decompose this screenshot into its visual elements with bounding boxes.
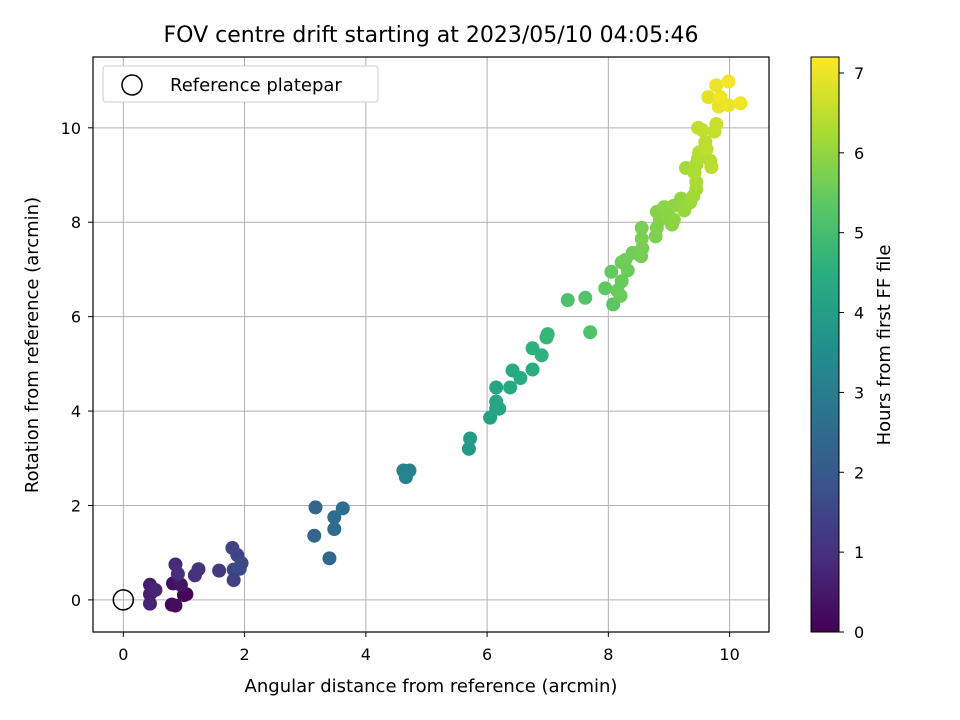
x-axis-ticks: 0 2 4 6 8 10: [118, 632, 740, 664]
x-tick-label: 4: [361, 645, 371, 664]
x-tick-label: 2: [239, 645, 249, 664]
data-point: [327, 510, 342, 525]
data-point: [327, 522, 342, 537]
colorbar-label: Hours from first FF file: [874, 245, 895, 446]
data-point: [614, 274, 629, 289]
data-point: [492, 401, 507, 416]
data-point: [699, 142, 714, 157]
data-point: [687, 165, 702, 180]
data-point: [604, 264, 619, 279]
data-point: [148, 582, 163, 597]
data-point: [173, 577, 188, 592]
data-point: [232, 561, 247, 576]
y-tick-label: 8: [71, 213, 81, 232]
data-point: [534, 348, 549, 363]
plot-frame: [92, 56, 770, 633]
data-point: [709, 117, 724, 132]
data-point: [613, 288, 628, 303]
colorbar-tick-label: 5: [854, 224, 864, 243]
data-point: [461, 441, 476, 456]
data-point: [701, 90, 716, 105]
colorbar: [810, 56, 840, 633]
data-point: [489, 380, 504, 395]
data-point: [513, 371, 528, 386]
data-point: [170, 566, 185, 581]
data-point: [307, 528, 322, 543]
data-point: [503, 380, 518, 395]
data-point: [733, 96, 748, 111]
y-tick-label: 4: [71, 402, 81, 421]
data-point: [308, 500, 323, 515]
y-axis-label: Rotation from reference (arcmin): [22, 197, 43, 493]
data-point: [525, 362, 540, 377]
chart-title: FOV centre drift starting at 2023/05/10 …: [164, 23, 699, 48]
colorbar-tick-label: 0: [854, 623, 864, 642]
data-point: [398, 470, 413, 485]
data-point: [634, 220, 649, 235]
y-axis-ticks: 0 2 4 6 8 10: [61, 119, 93, 610]
x-tick-label: 0: [118, 645, 128, 664]
data-point: [634, 231, 649, 246]
data-point: [335, 501, 350, 516]
colorbar-tick-label: 4: [854, 304, 864, 323]
data-point: [191, 562, 206, 577]
data-point: [620, 263, 635, 278]
data-points: [142, 74, 748, 613]
colorbar-tick-label: 6: [854, 144, 864, 163]
data-point: [168, 598, 183, 613]
y-tick-label: 10: [61, 119, 81, 138]
data-point: [709, 78, 724, 93]
data-point: [578, 290, 593, 305]
x-axis-label: Angular distance from reference (arcmin): [245, 676, 618, 697]
data-point: [540, 327, 555, 342]
y-tick-label: 0: [71, 591, 81, 610]
x-tick-label: 10: [719, 645, 739, 664]
data-point: [704, 159, 719, 174]
colorbar-tick-label: 3: [854, 383, 864, 402]
data-point: [142, 596, 157, 611]
data-point: [212, 563, 227, 578]
data-point: [226, 573, 241, 588]
data-point: [598, 281, 613, 296]
colorbar-tick-label: 7: [854, 64, 864, 83]
data-point: [721, 74, 736, 89]
legend-marker-icon: [121, 74, 143, 96]
y-tick-label: 2: [71, 496, 81, 515]
data-point: [560, 293, 575, 308]
reference-marker: [112, 589, 135, 611]
legend-box: [102, 65, 379, 103]
data-point: [322, 551, 337, 566]
colorbar-tick-label: 2: [854, 463, 864, 482]
plot-background: [93, 57, 769, 632]
x-tick-label: 8: [603, 645, 613, 664]
colorbar-ticks: 0 1 2 3 4 5 6 7: [839, 64, 864, 642]
grid: [93, 57, 769, 632]
legend-entry: Reference platepar: [170, 75, 342, 96]
data-point: [666, 212, 681, 227]
legend: Reference platepar: [102, 65, 379, 103]
colorbar-tick-label: 1: [854, 543, 864, 562]
data-point: [695, 123, 710, 138]
x-tick-label: 6: [482, 645, 492, 664]
data-point: [583, 325, 598, 340]
y-tick-label: 6: [71, 308, 81, 327]
data-point: [721, 98, 736, 113]
data-point: [463, 431, 478, 446]
